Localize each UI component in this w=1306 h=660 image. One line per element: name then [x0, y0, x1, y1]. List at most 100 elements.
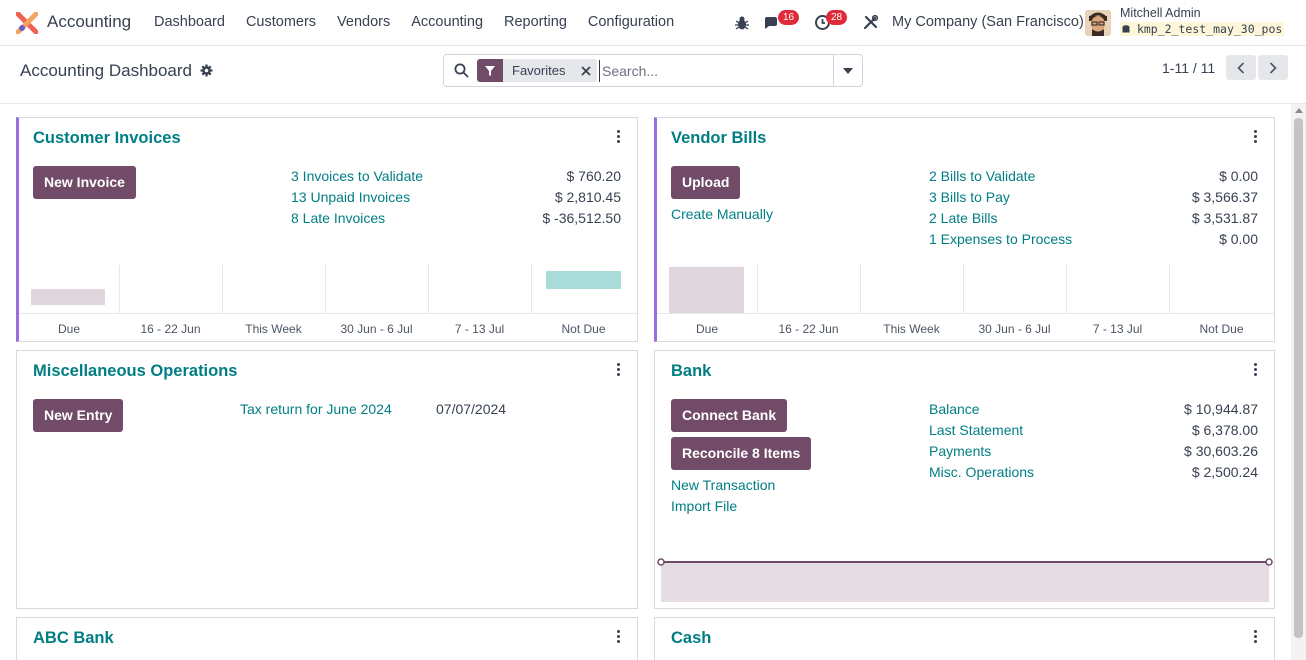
graph-gridline — [963, 265, 964, 313]
bar-due[interactable] — [31, 289, 105, 305]
company-switcher[interactable]: My Company (San Francisco) — [892, 14, 1084, 30]
invoices-to-validate-amount: $ 760.20 — [566, 168, 622, 184]
unpaid-invoices-link[interactable]: 13 Unpaid Invoices — [291, 189, 411, 205]
import-file-link[interactable]: Import File — [671, 498, 738, 514]
menu-vendors[interactable]: Vendors — [337, 14, 391, 30]
vertical-scrollbar[interactable] — [1291, 104, 1306, 660]
kebab-menu-icon[interactable] — [617, 130, 621, 145]
search-input[interactable] — [599, 60, 829, 82]
bug-icon[interactable] — [734, 15, 750, 31]
user-name[interactable]: Mitchell Admin — [1120, 6, 1201, 20]
reconcile-items-button[interactable]: Reconcile 8 Items — [671, 437, 812, 470]
graph-gridline — [325, 265, 326, 313]
balance-line-graph[interactable] — [657, 556, 1273, 604]
search-options-toggle[interactable] — [833, 55, 862, 86]
accounting-app-logo[interactable] — [16, 12, 38, 34]
new-invoice-button[interactable]: New Invoice — [33, 166, 136, 199]
chevron-left-icon — [1237, 61, 1245, 74]
late-invoices-amount: $ -36,512.50 — [542, 210, 621, 226]
late-bills-amount: $ 3,531.87 — [1191, 210, 1258, 226]
bills-to-validate-link[interactable]: 2 Bills to Validate — [929, 168, 1036, 184]
kebab-menu-icon[interactable] — [1254, 630, 1258, 645]
graph-point — [1265, 558, 1273, 566]
bar-due[interactable] — [669, 267, 744, 313]
vendor-bills-card: Vendor Bills Upload Create Manually 2 Bi… — [654, 117, 1275, 342]
aging-graph[interactable]: Due 16 - 22 Jun This Week 30 Jun - 6 Jul… — [19, 265, 637, 341]
expenses-to-process-link[interactable]: 1 Expenses to Process — [929, 231, 1073, 247]
bar-not-due[interactable] — [546, 271, 621, 289]
graph-axis — [657, 313, 1274, 314]
tools-icon[interactable] — [862, 14, 879, 31]
database-name: kmp_2_test_may_30_pos — [1120, 22, 1285, 36]
chevron-right-icon — [1269, 61, 1277, 74]
kebab-menu-icon[interactable] — [1254, 130, 1258, 145]
gear-icon[interactable] — [200, 64, 213, 77]
expenses-to-process-amount: $ 0.00 — [1219, 231, 1258, 247]
user-avatar[interactable] — [1085, 10, 1111, 36]
card-title[interactable]: Customer Invoices — [33, 129, 181, 147]
search-facet-favorites[interactable]: Favorites — [477, 59, 598, 82]
search-bar: Favorites — [443, 54, 863, 87]
graph-gridline — [757, 265, 758, 313]
kebab-menu-icon[interactable] — [1254, 363, 1258, 378]
menu-dashboard[interactable]: Dashboard — [154, 14, 225, 30]
new-transaction-link[interactable]: New Transaction — [671, 477, 776, 493]
graph-gridline — [1066, 265, 1067, 313]
cash-card: Cash — [654, 617, 1275, 660]
graph-axis — [19, 313, 637, 314]
scroll-thumb[interactable] — [1294, 118, 1303, 638]
customer-invoices-card: Customer Invoices New Invoice 3 Invoices… — [16, 117, 638, 342]
close-icon[interactable] — [575, 65, 597, 76]
menu-customers[interactable]: Customers — [245, 14, 317, 30]
payments-link[interactable]: Payments — [929, 443, 992, 459]
graph-label: 16 - 22 Jun — [778, 322, 839, 336]
chat-icon[interactable] — [763, 15, 781, 31]
late-bills-link[interactable]: 2 Late Bills — [929, 210, 998, 226]
graph-label: Due — [695, 322, 718, 336]
card-title[interactable]: Miscellaneous Operations — [33, 362, 238, 380]
bills-to-pay-link[interactable]: 3 Bills to Pay — [929, 189, 1010, 205]
graph-label: Not Due — [561, 322, 606, 336]
pager-previous-button[interactable] — [1226, 55, 1256, 80]
menu-reporting[interactable]: Reporting — [504, 14, 567, 30]
top-navbar: Accounting Dashboard Customers Vendors A… — [0, 0, 1306, 46]
balance-amount: $ 10,944.87 — [1184, 401, 1258, 417]
kebab-menu-icon[interactable] — [617, 363, 621, 378]
card-title[interactable]: Bank — [671, 362, 712, 380]
graph-gridline — [428, 265, 429, 313]
bills-to-pay-amount: $ 3,566.37 — [1191, 189, 1258, 205]
connect-bank-button[interactable]: Connect Bank — [671, 399, 788, 432]
graph-gridline — [1169, 265, 1170, 313]
last-statement-link[interactable]: Last Statement — [929, 422, 1024, 438]
graph-label: 7 - 13 Jul — [454, 322, 505, 336]
create-manually-link[interactable]: Create Manually — [671, 206, 773, 222]
new-entry-button[interactable]: New Entry — [33, 399, 124, 432]
database-label: kmp_2_test_may_30_pos — [1136, 22, 1283, 36]
database-icon — [1122, 25, 1130, 33]
late-invoices-link[interactable]: 8 Late Invoices — [291, 210, 386, 226]
aging-graph[interactable]: Due 16 - 22 Jun This Week 30 Jun - 6 Jul… — [657, 265, 1274, 341]
kebab-menu-icon[interactable] — [617, 630, 621, 645]
card-title[interactable]: Vendor Bills — [671, 129, 767, 147]
tax-return-link[interactable]: Tax return for June 2024 — [240, 401, 392, 417]
search-icon — [454, 63, 469, 78]
pager-value[interactable]: 1-11 / 11 — [1162, 60, 1216, 76]
graph-label: This Week — [245, 322, 302, 336]
invoices-to-validate-link[interactable]: 3 Invoices to Validate — [291, 168, 424, 184]
card-title[interactable]: ABC Bank — [33, 629, 114, 647]
menu-accounting[interactable]: Accounting — [411, 14, 484, 30]
activities-badge: 28 — [826, 10, 848, 25]
balance-link[interactable]: Balance — [929, 401, 980, 417]
scroll-up-arrow-icon[interactable] — [1295, 108, 1303, 113]
app-name[interactable]: Accounting — [47, 12, 132, 31]
payments-amount: $ 30,603.26 — [1184, 443, 1258, 459]
graph-label: Due — [57, 322, 80, 336]
upload-button[interactable]: Upload — [671, 166, 741, 199]
menu-configuration[interactable]: Configuration — [587, 14, 675, 30]
pager-next-button[interactable] — [1258, 55, 1288, 80]
card-title[interactable]: Cash — [671, 629, 712, 647]
filter-icon — [477, 59, 503, 82]
misc-operations-link[interactable]: Misc. Operations — [929, 464, 1035, 480]
misc-operations-card: Miscellaneous Operations New Entry Tax r… — [16, 350, 638, 609]
main-menu: Dashboard Customers Vendors Accounting R… — [154, 14, 695, 30]
